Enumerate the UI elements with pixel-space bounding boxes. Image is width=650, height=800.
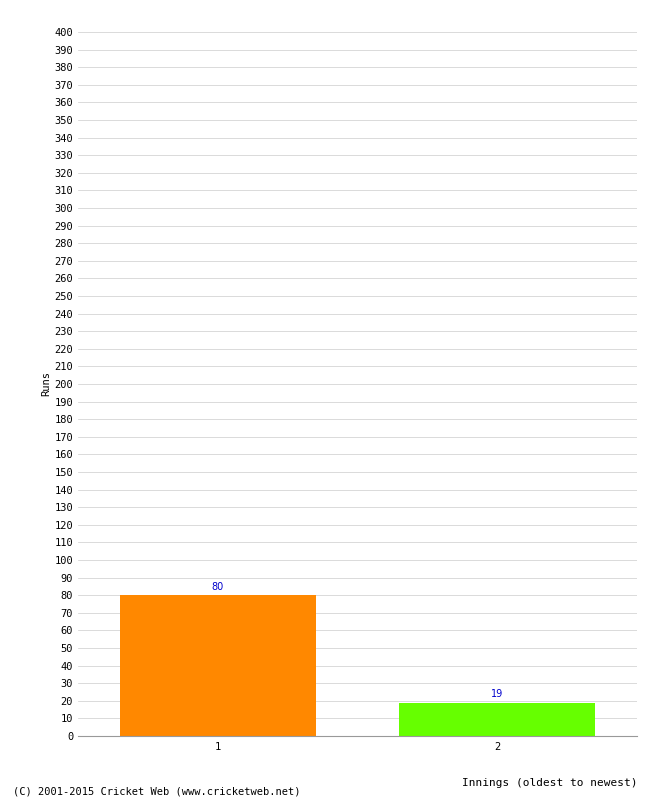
Text: 19: 19 [491, 689, 503, 699]
Bar [120, 595, 316, 736]
Y-axis label: Runs: Runs [42, 371, 51, 397]
Bar [399, 702, 595, 736]
X-axis label: Innings (oldest to newest): Innings (oldest to newest) [462, 778, 637, 788]
Text: 80: 80 [212, 582, 224, 592]
Text: (C) 2001-2015 Cricket Web (www.cricketweb.net): (C) 2001-2015 Cricket Web (www.cricketwe… [13, 786, 300, 796]
